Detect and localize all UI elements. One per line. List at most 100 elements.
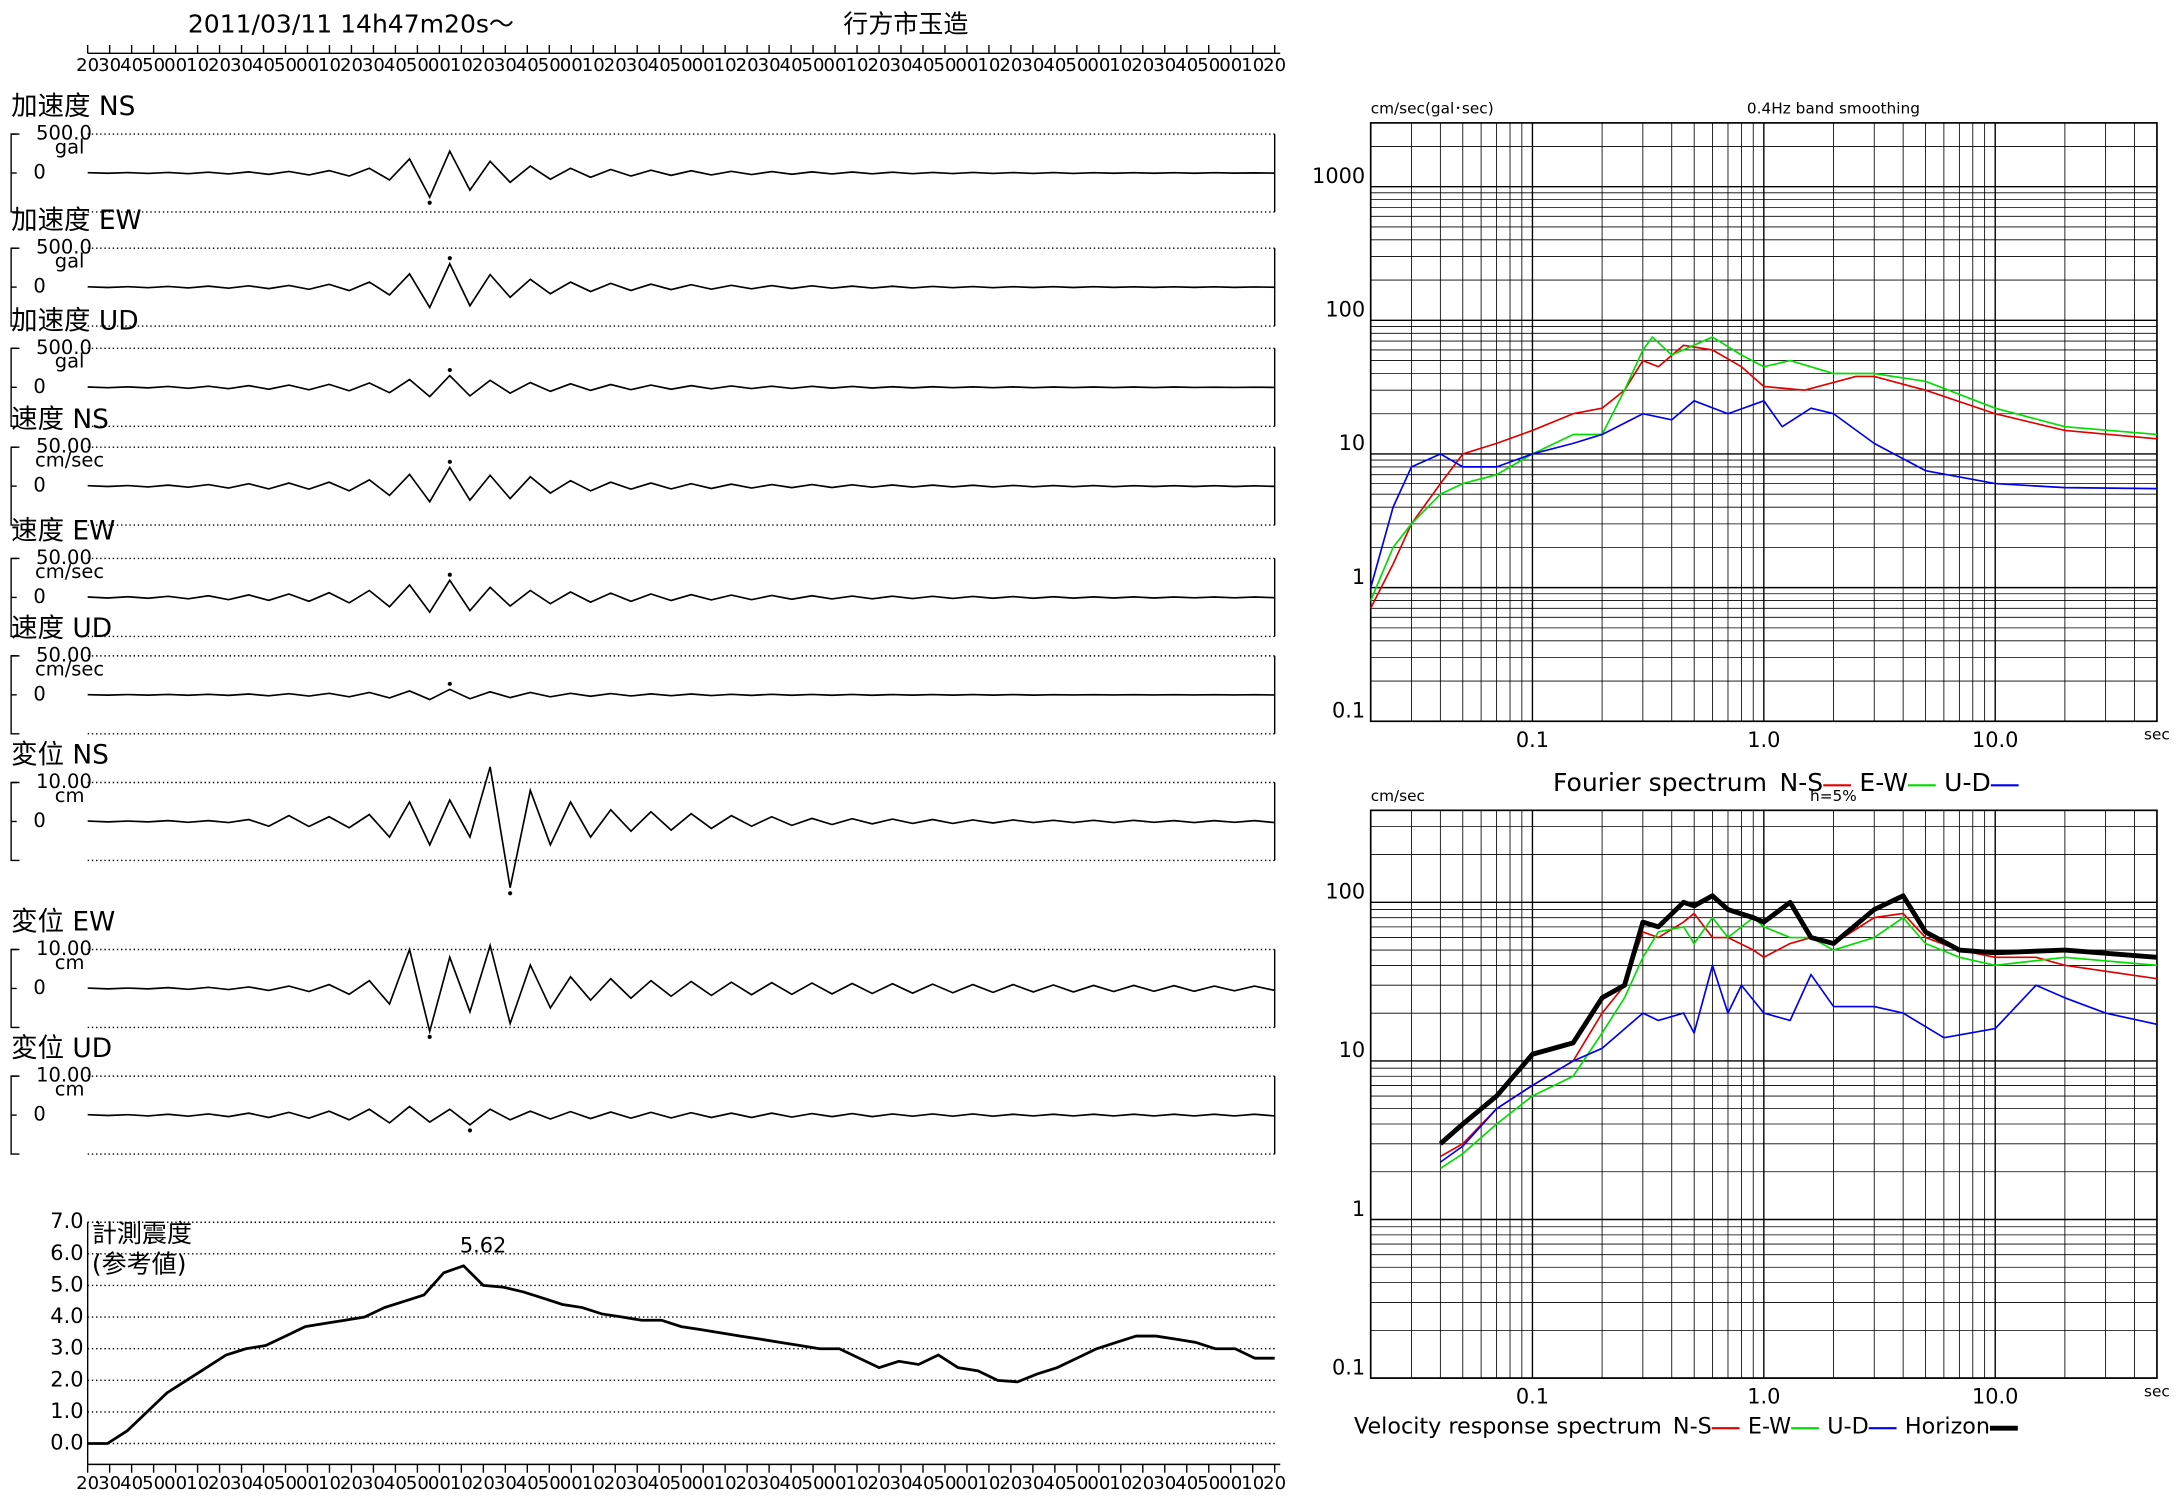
time-tick-label: 10 <box>1109 1473 1132 1494</box>
waveform <box>87 149 1275 200</box>
waveform <box>87 374 1275 398</box>
waveform <box>87 578 1275 614</box>
legend-label: N-S <box>1673 1413 1712 1439</box>
y-tick-label: 0 <box>33 375 45 398</box>
datetime: 2011/03/11 14h47m20s～ <box>188 9 514 38</box>
waveform <box>87 688 1275 701</box>
station: 行方市玉造 <box>843 9 968 38</box>
peak-marker <box>447 367 452 373</box>
time-tick-label: 50 <box>1197 55 1220 76</box>
y-tick-label: 0.1 <box>1332 1355 1365 1379</box>
chart-subtitle: (参考値) <box>92 1249 187 1278</box>
time-tick-label: 20 <box>472 1473 495 1494</box>
time-tick-label: 00 <box>560 1473 583 1494</box>
time-tick-label: 50 <box>802 1473 825 1494</box>
y-tick-label: 0 <box>33 809 45 832</box>
time-tick-label: 00 <box>296 1473 319 1494</box>
time-tick-label: 50 <box>1197 1473 1220 1494</box>
panel-title: 変位 NS <box>11 740 109 771</box>
y-tick-label: 500.0 <box>36 336 92 359</box>
time-tick-label: 20 <box>1131 55 1154 76</box>
time-tick-label: 20 <box>76 55 99 76</box>
time-tick-label: 00 <box>1087 55 1110 76</box>
y-tick-label: 100 <box>1325 298 1365 322</box>
peak-marker <box>447 459 452 464</box>
y-tick-label: 0 <box>33 585 45 608</box>
time-tick-label: 00 <box>296 55 319 76</box>
time-tick-label: 20 <box>340 1473 363 1494</box>
x-tick-label: 10.0 <box>1972 728 2018 752</box>
time-tick-label: 10 <box>582 1473 605 1494</box>
legend-label: U-D <box>1944 768 1991 797</box>
unit-label: cm <box>55 951 85 974</box>
time-tick-label: 40 <box>120 55 143 76</box>
time-tick-label: 10 <box>186 55 209 76</box>
time-tick-label: 10 <box>450 55 473 76</box>
time-tick-label: 30 <box>758 55 781 76</box>
spectrum-line <box>1369 399 2157 588</box>
time-tick-label: 50 <box>670 55 693 76</box>
y-tick-label: 7.0 <box>50 1209 83 1233</box>
time-tick-label: 50 <box>1065 1473 1088 1494</box>
time-tick-label: 10 <box>846 1473 869 1494</box>
unit-label: cm/sec <box>35 449 104 472</box>
time-tick-label: 50 <box>274 1473 297 1494</box>
time-tick-label: 30 <box>98 55 121 76</box>
unit-label: cm/sec <box>35 560 104 583</box>
y-tick-label: 10 <box>1339 431 1366 455</box>
y-tick-label: 50.00 <box>36 546 92 569</box>
y-tick-label: 100 <box>1325 880 1365 904</box>
y-tick-label: 10 <box>1339 1038 1366 1062</box>
time-tick-label: 10 <box>714 1473 737 1494</box>
time-tick-label: 30 <box>98 1473 121 1494</box>
spectrum-line <box>1369 336 2158 601</box>
time-tick-label: 00 <box>1087 1473 1110 1494</box>
x-tick-label: 1.0 <box>1747 728 1780 752</box>
time-tick-label: 50 <box>274 55 297 76</box>
legend-label: N-S <box>1780 768 1824 797</box>
y-tick-label: 10.00 <box>36 1064 92 1087</box>
time-tick-label: 40 <box>384 55 407 76</box>
legend-label: E-W <box>1859 768 1908 797</box>
time-tick-label: 00 <box>164 55 187 76</box>
time-tick-label: 20 <box>604 55 627 76</box>
y-tick-label: 10.00 <box>36 770 92 793</box>
x-tick-label: 1.0 <box>1747 1385 1780 1409</box>
y-tick-label: 0 <box>33 976 45 999</box>
time-tick-label: 10 <box>318 55 341 76</box>
time-tick-label: 40 <box>780 55 803 76</box>
time-tick-label: 00 <box>428 1473 451 1494</box>
x-unit: sec <box>2144 726 2170 744</box>
time-tick-label: 20 <box>999 55 1022 76</box>
time-tick-label: 50 <box>406 1473 429 1494</box>
legend-label: Horizon <box>1905 1413 1990 1439</box>
time-tick-label: 30 <box>889 55 912 76</box>
time-tick-label: 40 <box>120 1473 143 1494</box>
panel-title: 加速度 UD <box>11 305 138 336</box>
spectrum-line <box>1439 916 2158 1170</box>
time-tick-label: 00 <box>1219 1473 1242 1494</box>
time-tick-label: 50 <box>802 55 825 76</box>
peak-marker <box>427 1034 432 1039</box>
y-tick-label: 1 <box>1352 565 1365 589</box>
time-tick-label: 20 <box>208 55 231 76</box>
panel-title: 加速度 NS <box>11 91 135 122</box>
time-tick-label: 30 <box>758 1473 781 1494</box>
unit-label: cm <box>55 784 85 807</box>
time-tick-label: 40 <box>1175 55 1198 76</box>
intensity-line <box>87 1264 1275 1445</box>
time-tick-label: 20 <box>868 55 891 76</box>
time-tick-label: 30 <box>1021 1473 1044 1494</box>
peak-marker <box>447 256 452 261</box>
unit-label: gal <box>55 135 85 158</box>
note: 0.4Hz band smoothing <box>1747 99 1920 117</box>
time-tick-label: 40 <box>648 55 671 76</box>
y-tick-label: 10.00 <box>36 937 92 960</box>
legend-label: U-D <box>1827 1413 1868 1439</box>
legend-label: E-W <box>1748 1413 1791 1439</box>
time-tick-label: 30 <box>494 55 517 76</box>
y-tick-label: 500.0 <box>36 122 92 145</box>
legend-title: Velocity response spectrum <box>1354 1413 1662 1439</box>
time-tick-label: 20 <box>472 55 495 76</box>
